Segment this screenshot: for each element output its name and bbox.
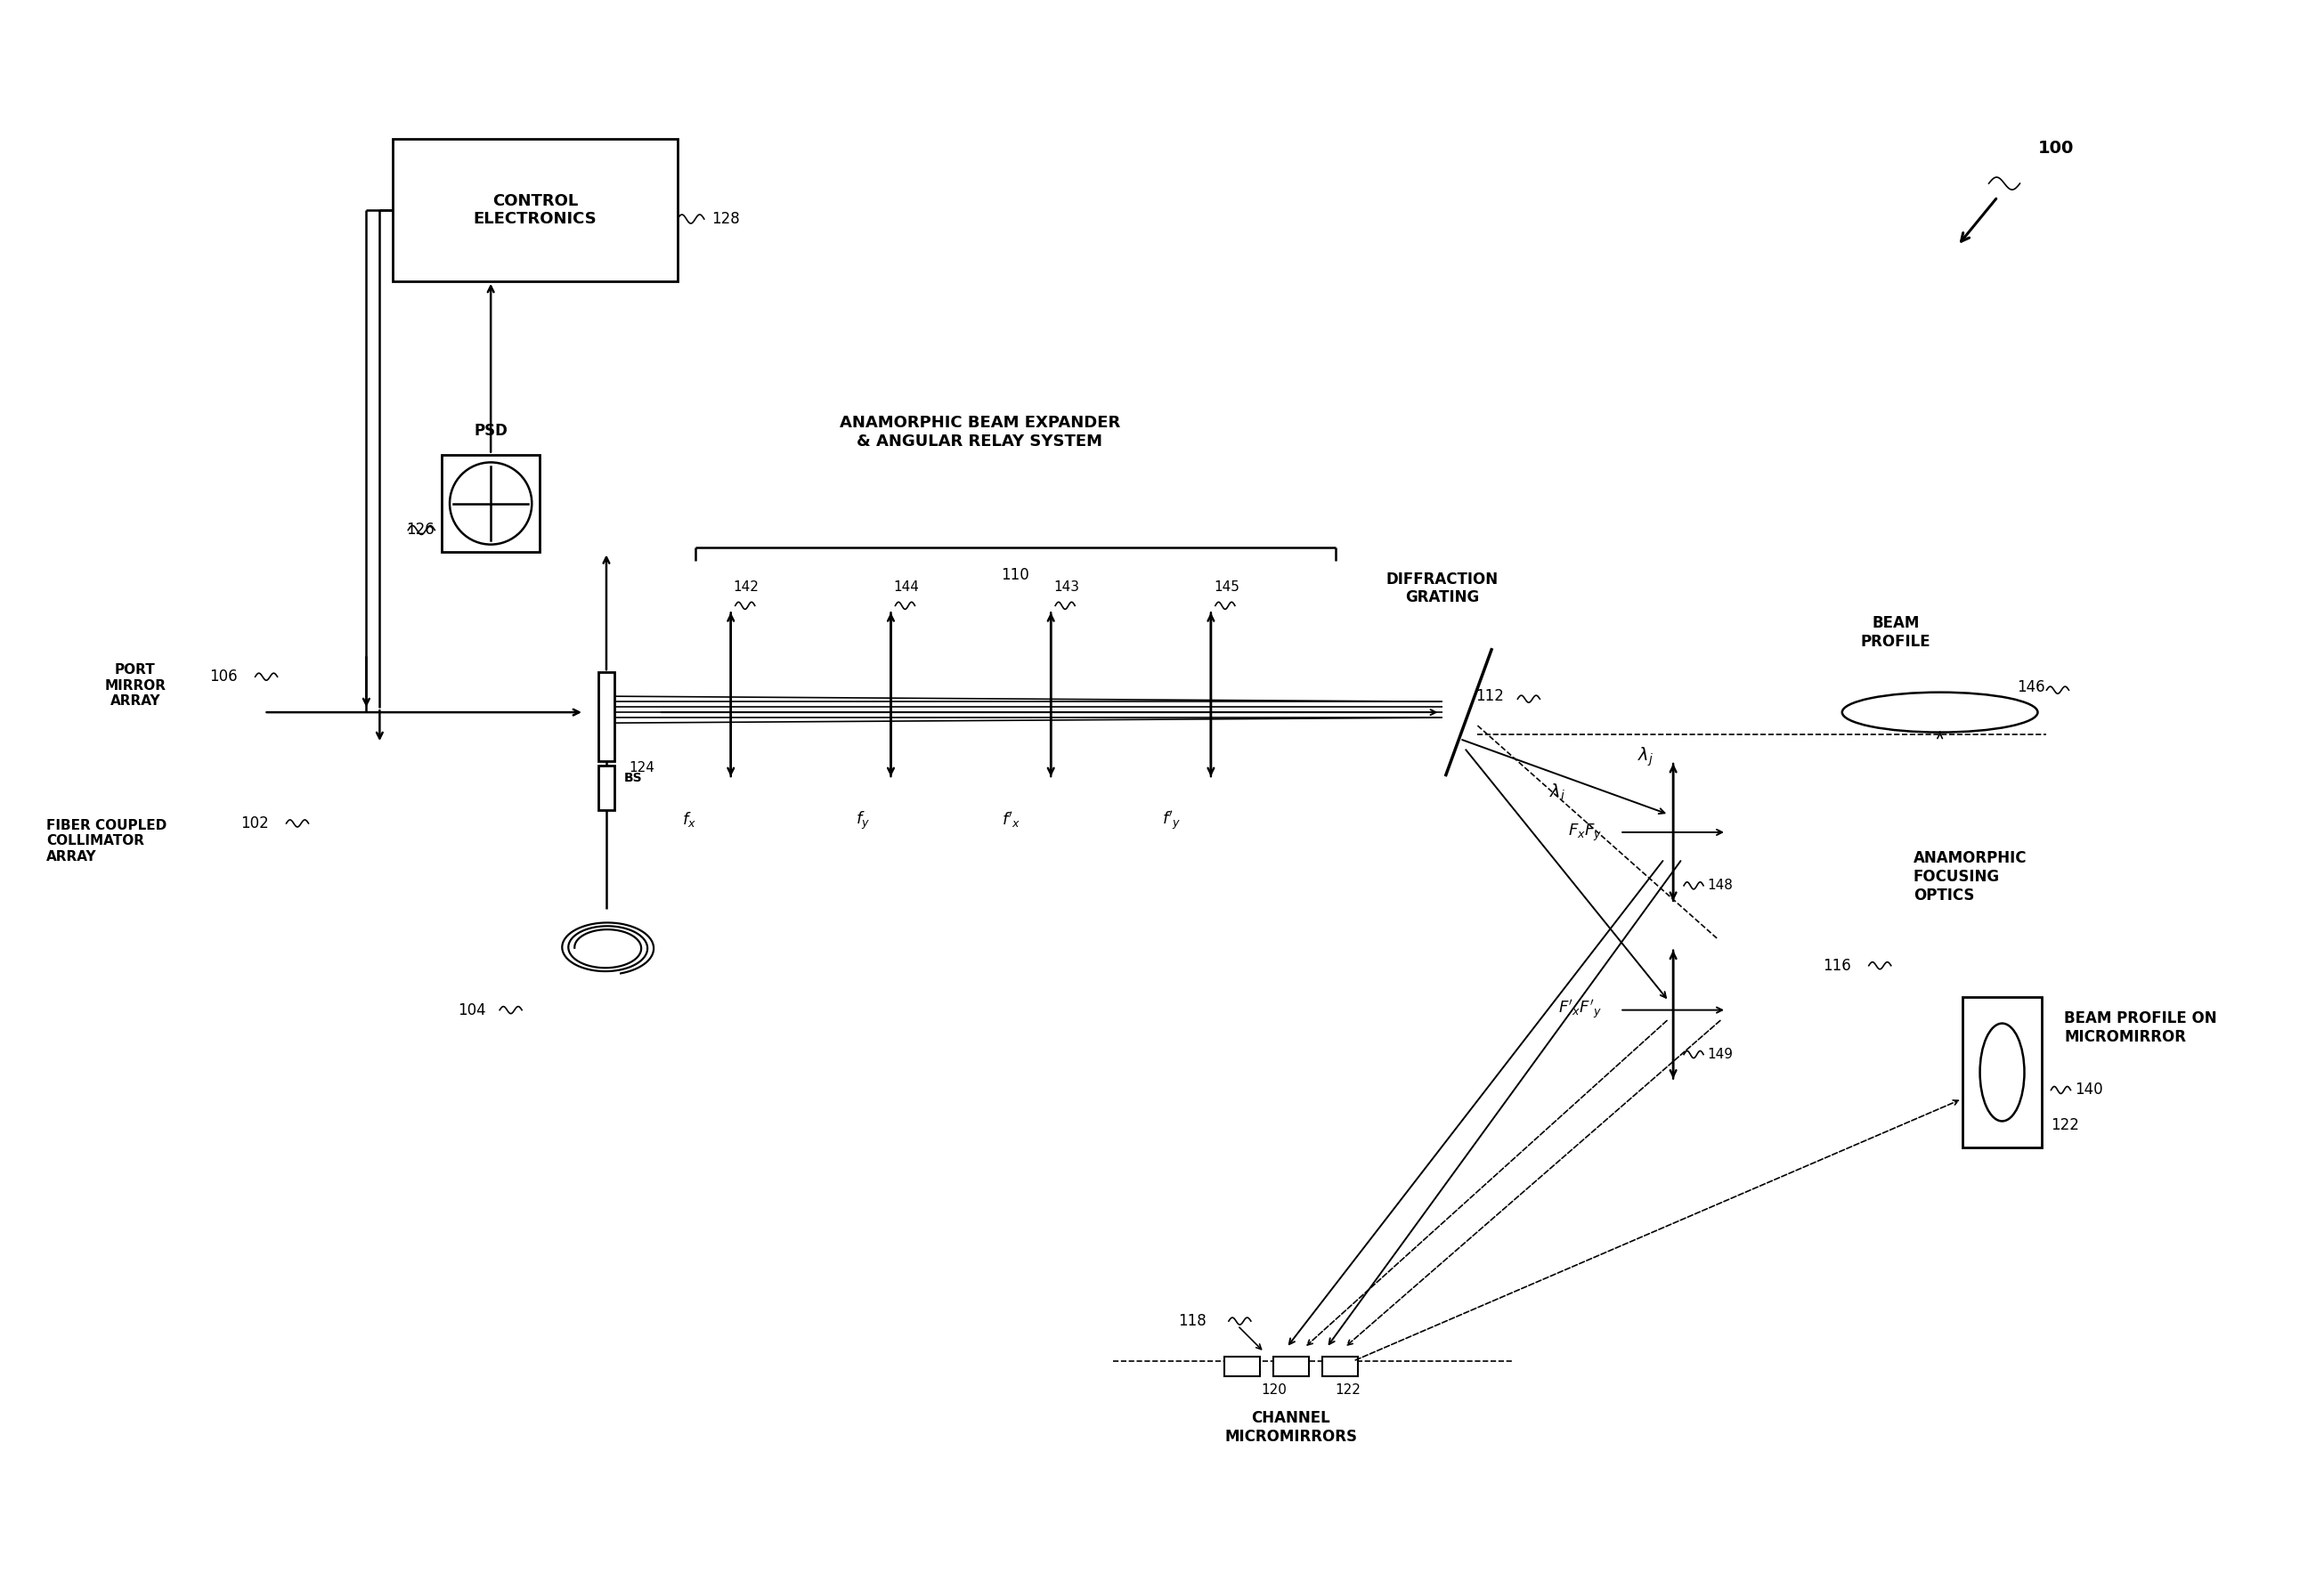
Bar (597, 766, 614, 810)
Text: 126: 126 (407, 523, 435, 539)
Text: 142: 142 (734, 580, 760, 594)
Text: ANAMORPHIC
FOCUSING
OPTICS: ANAMORPHIC FOCUSING OPTICS (1913, 850, 2027, 903)
Text: BEAM PROFILE ON
MICROMIRROR: BEAM PROFILE ON MICROMIRROR (2064, 1011, 2217, 1046)
Text: BS: BS (625, 772, 641, 785)
Text: 144: 144 (892, 580, 920, 594)
Text: CHANNEL
MICROMIRRORS: CHANNEL MICROMIRRORS (1225, 1409, 1357, 1444)
Text: 110: 110 (1002, 567, 1030, 583)
Text: $F'_xF'_y$: $F'_xF'_y$ (1559, 999, 1601, 1022)
Text: 149: 149 (1708, 1047, 1734, 1061)
Text: $F_xF_y$: $F_xF_y$ (1569, 822, 1601, 842)
Text: 128: 128 (711, 211, 739, 227)
Text: DIFFRACTION
GRATING: DIFFRACTION GRATING (1385, 570, 1499, 605)
Text: 145: 145 (1213, 580, 1239, 594)
Text: $\lambda_i$: $\lambda_i$ (1550, 782, 1566, 802)
Bar (442, 454, 539, 553)
Text: $\lambda_j$: $\lambda_j$ (1638, 745, 1655, 767)
Text: PSD: PSD (474, 423, 507, 439)
Text: 112: 112 (1476, 688, 1504, 704)
Bar (1225, 1357, 1260, 1376)
Text: 143: 143 (1053, 580, 1078, 594)
Text: ANAMORPHIC BEAM EXPANDER
& ANGULAR RELAY SYSTEM: ANAMORPHIC BEAM EXPANDER & ANGULAR RELAY… (839, 415, 1120, 450)
Text: FIBER COUPLED
COLLIMATOR
ARRAY: FIBER COUPLED COLLIMATOR ARRAY (46, 818, 167, 863)
Text: 124: 124 (627, 761, 655, 774)
Text: 146: 146 (2017, 680, 2045, 696)
Text: 148: 148 (1708, 879, 1734, 893)
Text: 102: 102 (239, 815, 270, 831)
Bar (1274, 1357, 1308, 1376)
Text: 118: 118 (1178, 1313, 1206, 1328)
Text: $f_x$: $f_x$ (681, 810, 697, 829)
Text: $f'_x$: $f'_x$ (1002, 810, 1020, 829)
Text: 104: 104 (458, 1003, 486, 1019)
Text: $f'_y$: $f'_y$ (1162, 810, 1181, 833)
Text: BEAM
PROFILE: BEAM PROFILE (1862, 615, 1931, 650)
Bar (393, 138, 679, 281)
Bar (1961, 996, 2043, 1147)
Text: 106: 106 (209, 669, 237, 685)
Bar (1322, 1357, 1357, 1376)
Text: 120: 120 (1260, 1384, 1287, 1397)
Bar (597, 672, 614, 761)
Text: PORT
MIRROR
ARRAY: PORT MIRROR ARRAY (105, 664, 165, 707)
Text: CONTROL
ELECTRONICS: CONTROL ELECTRONICS (474, 192, 597, 227)
Text: 122: 122 (2052, 1117, 2080, 1133)
Text: 140: 140 (2075, 1082, 2103, 1098)
Text: 100: 100 (2038, 140, 2073, 157)
Text: 122: 122 (1336, 1384, 1362, 1397)
Text: 116: 116 (1822, 958, 1850, 974)
Text: $f_y$: $f_y$ (855, 810, 869, 831)
